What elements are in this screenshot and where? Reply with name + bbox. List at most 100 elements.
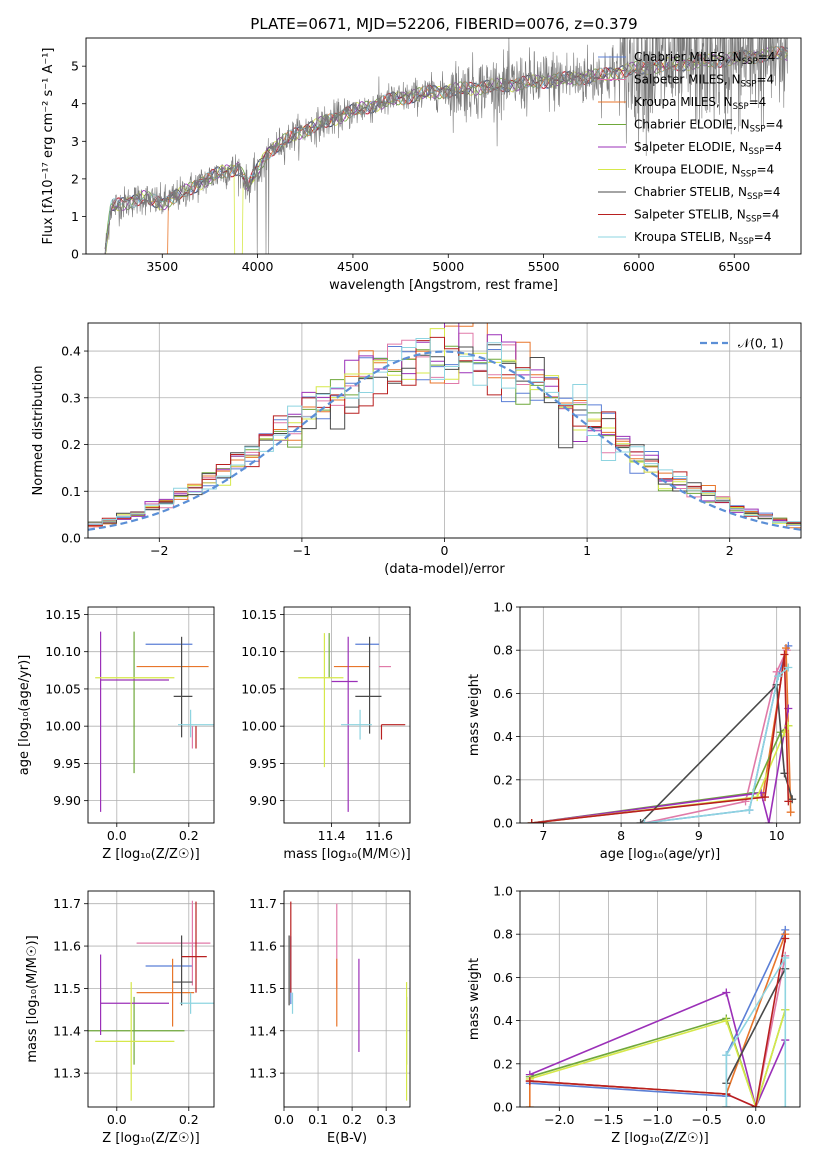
x-tick-label: −2 bbox=[150, 543, 168, 558]
x-axis-label: Z [log₁₀(Z/Z☉)] bbox=[102, 1131, 199, 1146]
y-tick-label: 0.2 bbox=[493, 1056, 513, 1071]
y-tick-label: 0.3 bbox=[61, 390, 81, 405]
y-tick-label: 11.4 bbox=[249, 1023, 277, 1038]
y-tick-label: 0 bbox=[71, 247, 79, 262]
weight-marker bbox=[782, 644, 790, 653]
x-tick-label: −2.0 bbox=[544, 1112, 574, 1127]
x-axis-label: E(B-V) bbox=[327, 1131, 367, 1146]
axes-mass-vs-Z: 0.0 0.2 11.3 11.4 11.5 11.6 11.7 Z [log₁₀(Z/Z☉)… bbox=[25, 890, 215, 1146]
weight-series-8 bbox=[725, 955, 787, 1107]
plots-container: 3500 4000 4500 5000 5500 6000 6500 0 1 2 3 4 5 wavele… bbox=[17, 37, 802, 1146]
legend-label-2: Kroupa MILES, NSSP=4 bbox=[634, 95, 766, 112]
weight-series-8 bbox=[644, 666, 789, 823]
normal-reference-curve bbox=[88, 350, 801, 531]
weight-series-1 bbox=[644, 649, 788, 823]
axes-mass-vs-ebv: 0.0 0.1 0.2 0.3 11.3 11.4 11.5 11.6 11.7 E(B-V) bbox=[249, 890, 411, 1146]
axes-frame bbox=[283, 890, 411, 1108]
x-tick-label: 0.0 bbox=[107, 828, 127, 843]
y-tick-label: 11.3 bbox=[249, 1066, 277, 1081]
axes-residual-hist: −2 −1 0 1 2 0.0 0.1 0.2 0.3 0.4 (data-model)/error… bbox=[31, 322, 802, 577]
legend-label-8: Kroupa STELIB, NSSP=4 bbox=[634, 230, 772, 247]
y-tick-label: 10.15 bbox=[45, 607, 81, 622]
weight-marker bbox=[745, 806, 754, 815]
x-axis-label: Z [log₁₀(Z/Z☉)] bbox=[102, 847, 199, 862]
x-tick-label: 8 bbox=[617, 828, 625, 843]
y-tick-label: 3 bbox=[71, 134, 79, 149]
axes-frame bbox=[87, 606, 215, 824]
histogram-frame bbox=[87, 322, 802, 539]
x-tick-label: 5500 bbox=[528, 259, 560, 274]
y-axis-label: mass [log₁₀(M/M☉)] bbox=[25, 935, 40, 1062]
legend-label-4: Salpeter ELODIE, NSSP=4 bbox=[634, 140, 782, 157]
weight-series-5 bbox=[529, 1009, 787, 1107]
weight-marker bbox=[640, 819, 649, 823]
x-tick-label: −1.5 bbox=[593, 1112, 623, 1127]
y-tick-label: 0.1 bbox=[61, 484, 81, 499]
weight-marker bbox=[751, 1103, 760, 1107]
legend-label-6: Chabrier STELIB, NSSP=4 bbox=[634, 185, 781, 202]
errorbars-mass-vs-ebv bbox=[288, 901, 408, 1101]
figure-title: PLATE=0671, MJD=52206, FIBERID=0076, z=0… bbox=[250, 15, 637, 33]
weight-marker bbox=[781, 1103, 790, 1107]
weight-marker bbox=[525, 1103, 534, 1107]
y-tick-label: 9.90 bbox=[249, 793, 277, 808]
y-tick-label: 0.0 bbox=[61, 531, 81, 546]
y-tick-label: 0.4 bbox=[493, 729, 513, 744]
weight-lines-weight-vs-Z bbox=[525, 925, 790, 1107]
spectrum-legend: Chabrier MILES, NSSP=4 Salpeter MILES, NS… bbox=[598, 50, 783, 247]
weight-series-4 bbox=[531, 708, 790, 823]
weight-marker bbox=[722, 988, 731, 997]
weight-lines-weight-vs-age bbox=[527, 641, 797, 823]
x-tick-label: −1 bbox=[293, 543, 311, 558]
y-tick-label: 0.8 bbox=[493, 643, 513, 658]
weight-marker bbox=[722, 1103, 731, 1107]
x-tick-label: 11.4 bbox=[318, 828, 346, 843]
histogram-steps bbox=[88, 323, 801, 531]
x-tick-label: 3500 bbox=[146, 259, 178, 274]
histogram-series-8 bbox=[88, 338, 801, 529]
y-tick-label: 1.0 bbox=[493, 600, 513, 615]
y-tick-label: 10.10 bbox=[45, 644, 81, 659]
legend-label-3: Chabrier ELODIE, NSSP=4 bbox=[634, 118, 783, 135]
x-tick-label: 7 bbox=[539, 828, 547, 843]
weight-marker bbox=[636, 819, 645, 823]
weight-marker bbox=[761, 793, 769, 802]
x-tick-label: −1.0 bbox=[642, 1112, 672, 1127]
x-tick-label: 2 bbox=[726, 543, 734, 558]
y-tick-label: 11.6 bbox=[249, 939, 277, 954]
legend-label-5: Kroupa ELODIE, NSSP=4 bbox=[634, 163, 774, 180]
axes-weight-vs-age: 7 8 9 10 0.0 0.2 0.4 0.6 0.8 1.0 age [log₁₀(age/yr… bbox=[467, 600, 801, 862]
x-tick-label: 6000 bbox=[623, 259, 655, 274]
y-axis-label: age [log₁₀(age/yr)] bbox=[17, 655, 32, 776]
y-tick-label: 2 bbox=[71, 171, 79, 186]
x-tick-label: 9 bbox=[695, 828, 703, 843]
y-tick-label: 4 bbox=[71, 96, 79, 111]
x-tick-label: 0.2 bbox=[342, 1112, 362, 1127]
y-tick-label: 5 bbox=[71, 59, 79, 74]
weight-marker bbox=[764, 819, 773, 823]
x-axis-label: Z [log₁₀(Z/Z☉)] bbox=[611, 1131, 708, 1146]
weight-marker bbox=[527, 819, 536, 823]
x-axis-label: wavelength [Angstrom, rest frame] bbox=[329, 278, 558, 293]
y-tick-label: 0.6 bbox=[493, 970, 513, 985]
x-axis-label: (data-model)/error bbox=[384, 562, 505, 577]
axes-frame bbox=[519, 890, 801, 1108]
y-tick-label: 10.15 bbox=[241, 607, 277, 622]
axes-frame bbox=[519, 606, 801, 824]
x-tick-label: 0.0 bbox=[746, 1112, 766, 1127]
x-tick-label: −0.5 bbox=[691, 1112, 721, 1127]
errorbars-mass-vs-Z bbox=[88, 900, 214, 1101]
weight-marker bbox=[525, 1077, 534, 1086]
y-tick-label: 9.95 bbox=[53, 756, 81, 771]
y-tick-label: 10.00 bbox=[241, 719, 277, 734]
legend-label-1: Salpeter MILES, NSSP=4 bbox=[634, 73, 774, 90]
y-axis-label: Normed distribution bbox=[31, 366, 46, 496]
weight-marker bbox=[784, 797, 793, 806]
x-tick-label: 0.2 bbox=[179, 1112, 199, 1127]
y-axis-label: mass weight bbox=[467, 958, 482, 1040]
observed-spectrum-line bbox=[104, 38, 788, 254]
weight-marker bbox=[722, 1051, 731, 1060]
axes-weight-vs-Z: −2.0 −1.5 −1.0 −0.5 0.0 0.0 0.2 0.4 0.6 0.8 1.0 Z [… bbox=[467, 884, 801, 1146]
x-tick-label: 4000 bbox=[242, 259, 274, 274]
weight-marker bbox=[781, 934, 790, 943]
